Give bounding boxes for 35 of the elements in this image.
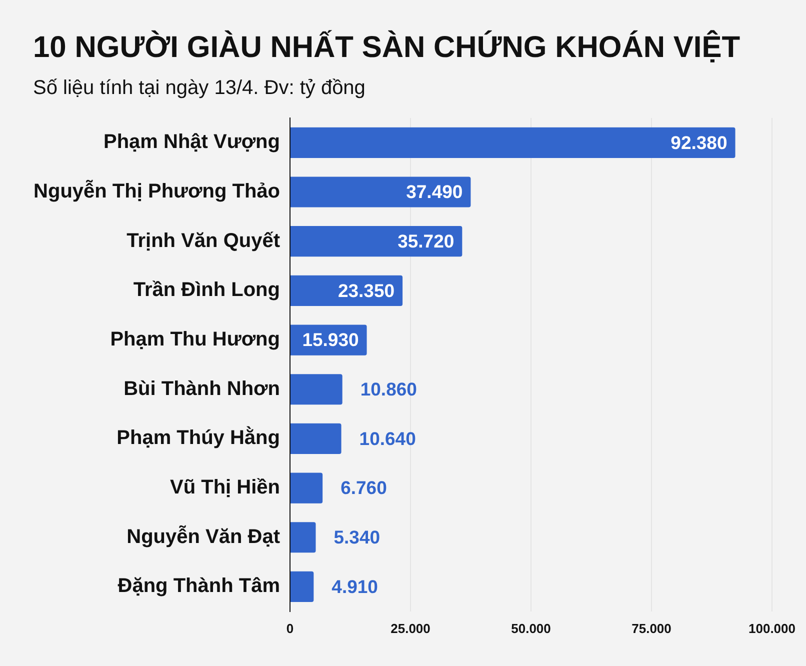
- data-label: 35.720: [398, 230, 454, 252]
- y-tick-label: Phạm Nhật Vượng: [104, 131, 280, 154]
- x-tick-label: 75.000: [632, 620, 672, 636]
- bar: [290, 571, 314, 602]
- y-tick-label: Phạm Thúy Hằng: [116, 426, 280, 450]
- y-tick-label: Phạm Thu Hương: [110, 328, 280, 351]
- data-label: 23.350: [338, 280, 395, 301]
- bar: [290, 226, 462, 257]
- data-label: 6.760: [340, 477, 387, 498]
- bar: [290, 176, 471, 208]
- data-label: 4.910: [332, 576, 378, 597]
- bar: [290, 423, 342, 454]
- data-label: 10.860: [360, 378, 417, 400]
- x-tick-label: 25.000: [390, 620, 430, 636]
- bar: [290, 472, 323, 504]
- y-tick-label: Trịnh Văn Quyết: [126, 230, 280, 252]
- x-tick-label: 50.000: [511, 620, 551, 636]
- bar: [290, 374, 342, 405]
- y-tick-label: Nguyễn Thị Phương Thảo: [34, 180, 280, 203]
- chart-subtitle: Số liệu tính tại ngày 13/4. Đv: tỷ đồng: [33, 76, 366, 100]
- x-tick-label: 0: [286, 620, 294, 636]
- chart-title: 10 NGƯỜI GIÀU NHẤT SÀN CHỨNG KHOÁN VIỆT: [33, 30, 740, 66]
- data-label: 15.930: [302, 329, 359, 350]
- bar: [290, 127, 736, 158]
- data-label: 37.490: [406, 181, 463, 202]
- bar: [290, 522, 316, 553]
- y-tick-label: Bùi Thành Nhơn: [124, 378, 280, 400]
- y-tick-label: Nguyễn Văn Đạt: [126, 524, 280, 548]
- y-tick-label: Đặng Thành Tâm: [118, 575, 280, 598]
- data-label: 10.640: [359, 428, 416, 449]
- y-tick-label: Trần Đình Long: [133, 279, 280, 302]
- y-tick-label: Vũ Thị Hiền: [170, 476, 280, 499]
- data-label: 5.340: [334, 526, 380, 548]
- x-tick-label: 100.000: [748, 620, 796, 636]
- data-label: 92.380: [670, 132, 728, 153]
